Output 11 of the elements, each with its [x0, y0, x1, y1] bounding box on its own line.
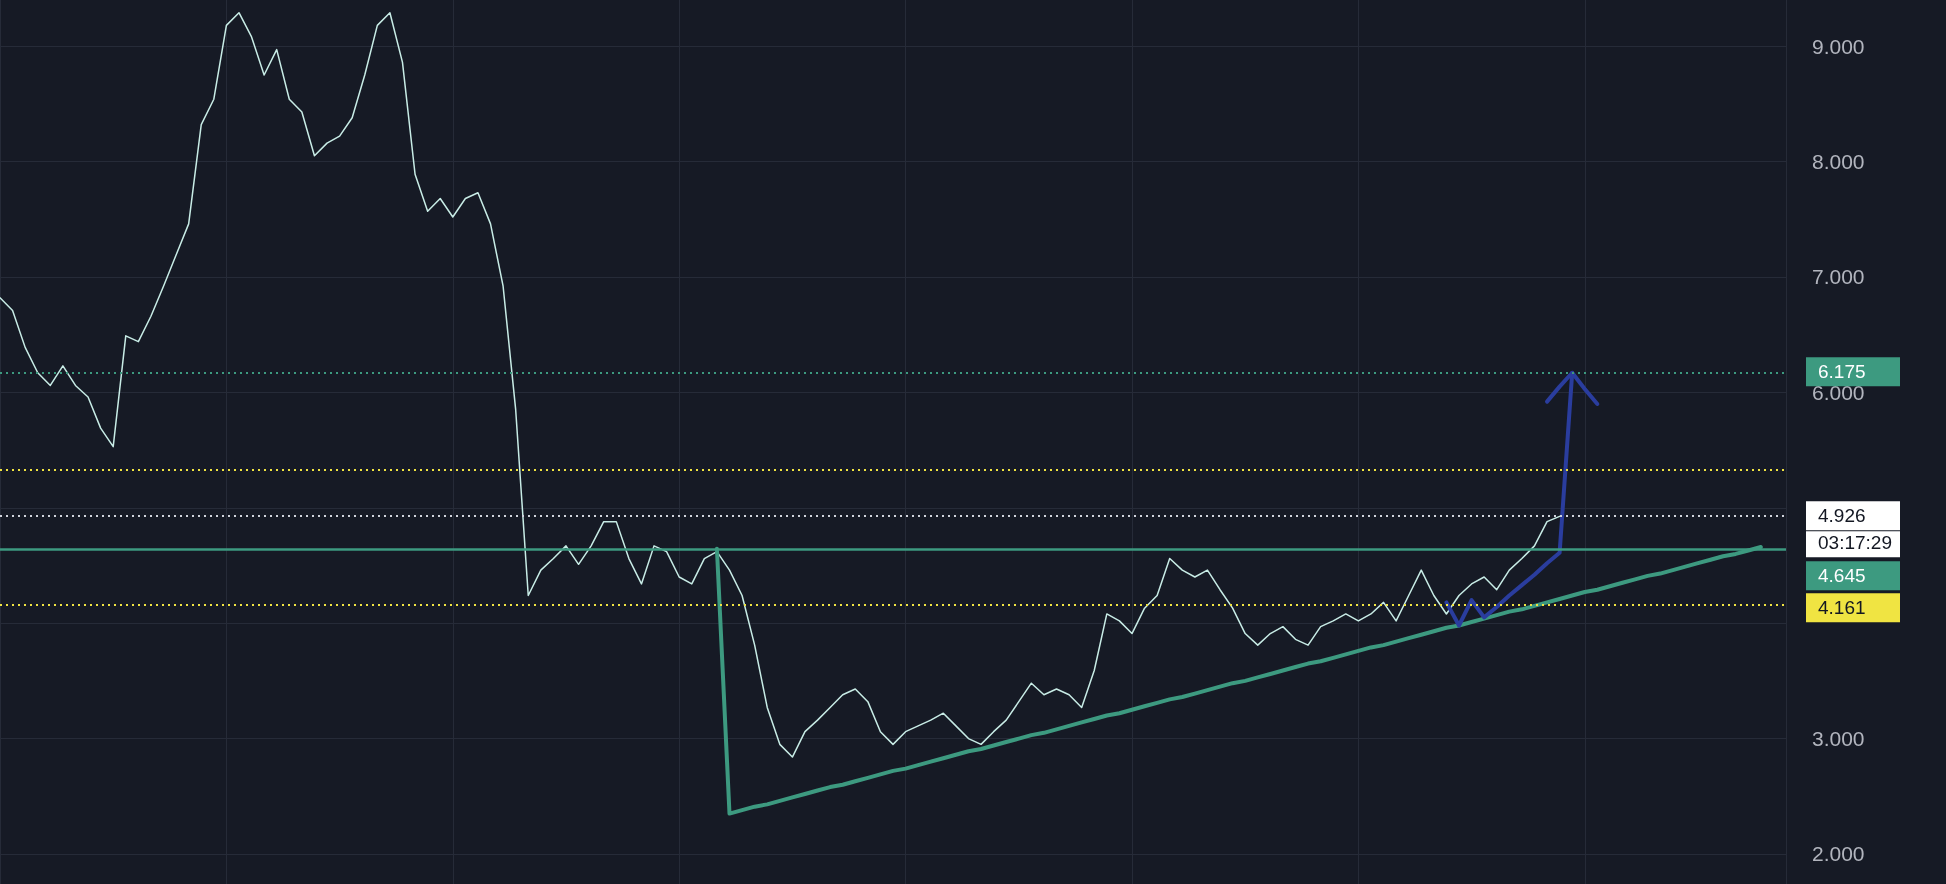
- y-tick-label: 9.000: [1812, 34, 1865, 58]
- ref-line-label: 6.175: [1818, 361, 1866, 383]
- ref-line-label: 4.161: [1818, 597, 1866, 619]
- y-tick-label: 2.000: [1812, 842, 1865, 866]
- ref-line-label: 4.926: [1818, 505, 1866, 527]
- text: 03:17:29: [1818, 532, 1892, 554]
- y-tick-label: 8.000: [1812, 150, 1865, 174]
- y-tick-label: 7.000: [1812, 265, 1865, 289]
- y-tick-label: 6.000: [1812, 380, 1865, 404]
- y-tick-label: 3.000: [1812, 727, 1865, 751]
- ref-line-label: 4.645: [1818, 565, 1866, 587]
